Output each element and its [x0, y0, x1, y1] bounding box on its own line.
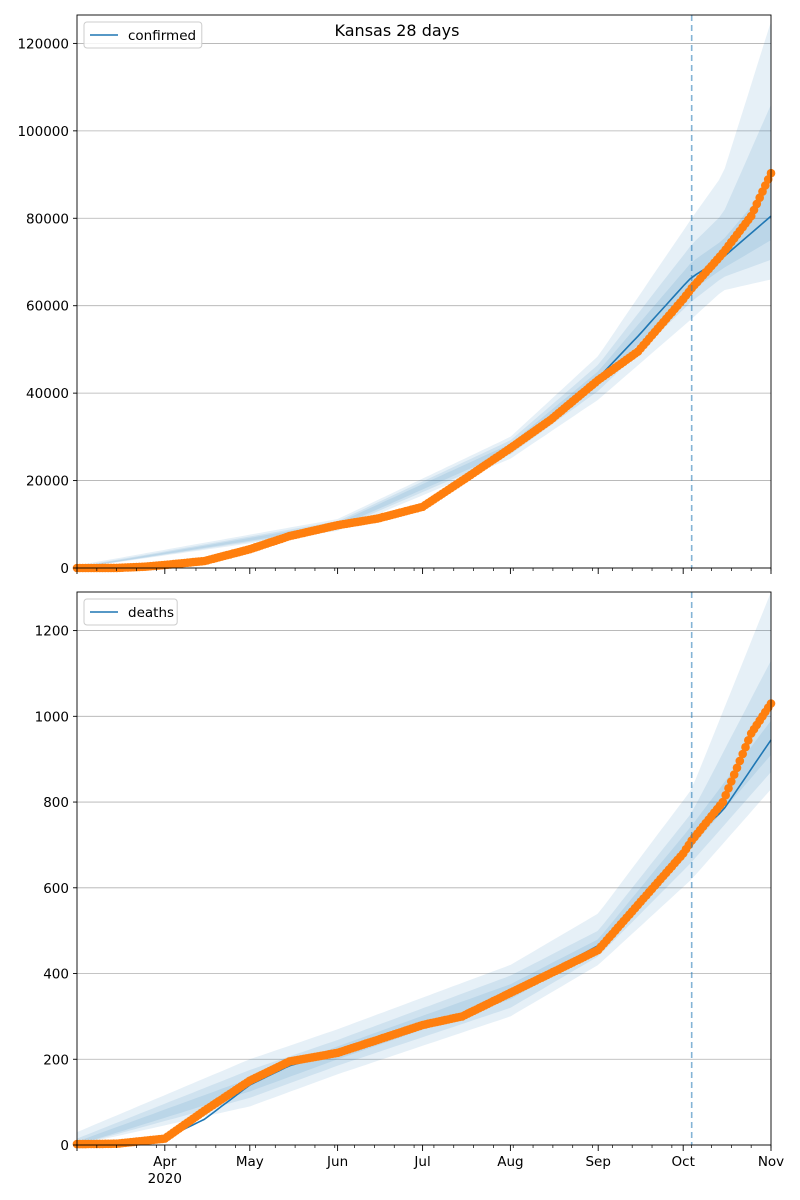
observed-points	[72, 168, 776, 573]
observed-point	[729, 770, 739, 779]
axes-frame	[76, 591, 772, 1146]
y-tick-label: 100000	[17, 124, 69, 140]
confirmed-panel: 0 20000 40000 60000 80000 100000 120000 confirm…	[17, 14, 776, 577]
legend-label: deaths	[128, 605, 174, 621]
observed-point	[727, 777, 736, 786]
y-tick-label: 200	[43, 1052, 69, 1068]
x-tick-label: Nov	[758, 1154, 784, 1170]
x-tick-label: May	[236, 1154, 264, 1170]
legend-label: confirmed	[128, 28, 196, 44]
uncertainty-band-2	[77, 104, 771, 568]
y-tick-label: 600	[43, 881, 69, 897]
y-tick-label: 1000	[35, 709, 69, 725]
x-tick-label: Jul	[413, 1154, 430, 1170]
observed-point	[744, 736, 753, 745]
uncertainty-band-2	[77, 660, 771, 1145]
x-tick-label: Jun	[326, 1154, 348, 1170]
uncertainty-band-1	[77, 592, 771, 1145]
y-tick-label: 0	[60, 561, 69, 577]
observed-point	[724, 784, 733, 793]
observed-point	[721, 790, 730, 800]
y-tick-label: 20000	[26, 474, 69, 490]
observed-point	[738, 749, 747, 759]
observed-point	[732, 763, 742, 773]
observed-point	[741, 742, 750, 752]
observed-point	[718, 797, 728, 807]
uncertainty-band-3	[77, 720, 771, 1145]
y-tick-label: 800	[43, 795, 69, 811]
y-tick-label: 60000	[26, 299, 69, 315]
legend: deaths	[83, 598, 178, 626]
y-tick-label: 40000	[26, 386, 69, 402]
legend-box	[83, 21, 203, 49]
y-tick-label: 0	[60, 1138, 69, 1154]
legend: confirmed	[83, 21, 203, 49]
observed-point	[735, 756, 745, 766]
x-year-label: 2020	[148, 1171, 182, 1187]
y-tick-label: 400	[43, 967, 69, 983]
axes-frame	[76, 14, 772, 569]
observed-points	[72, 699, 776, 1149]
y-tick-label: 80000	[26, 211, 69, 227]
model-median-line	[77, 739, 772, 1145]
deaths-panel: 0 200 400 600 800 1000 1200 Apr May Jun Jul Aug Sep O…	[35, 591, 784, 1187]
x-tick-label: Sep	[585, 1154, 610, 1170]
y-tick-label: 1200	[35, 624, 69, 640]
y-tick-label: 120000	[17, 36, 69, 52]
x-tick-label: Oct	[672, 1154, 695, 1170]
figure-title: Kansas 28 days	[335, 21, 460, 40]
x-tick-label: Apr	[153, 1154, 177, 1170]
legend-box	[83, 598, 178, 626]
x-tick-label: Aug	[497, 1154, 523, 1170]
